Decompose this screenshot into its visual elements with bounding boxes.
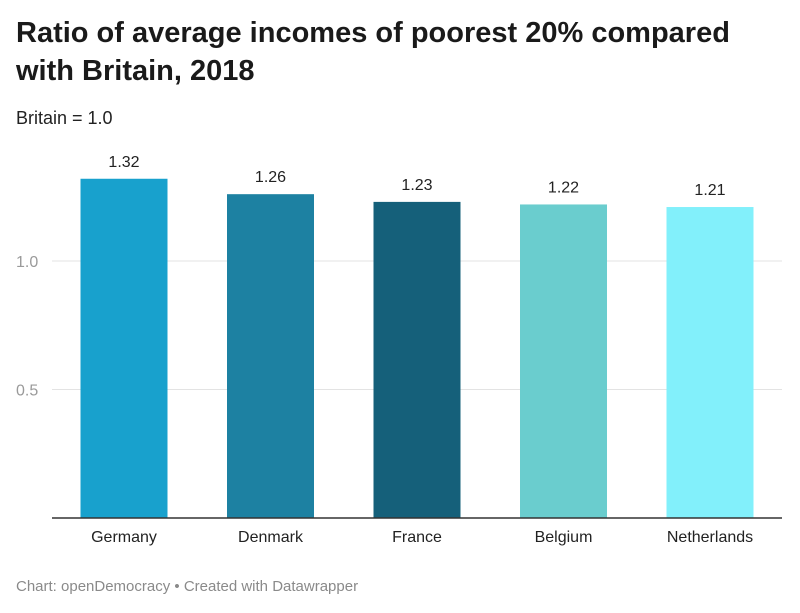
- bar: [666, 207, 754, 518]
- chart-credit: Chart: openDemocracy • Created with Data…: [16, 578, 359, 595]
- y-tick-label: 1.0: [16, 254, 38, 271]
- bar: [520, 204, 607, 518]
- bar: [373, 201, 461, 518]
- data-label: 1.32: [108, 154, 139, 171]
- chart-title: Ratio of average incomes of poorest 20% …: [16, 17, 730, 87]
- x-tick-label: France: [392, 529, 442, 546]
- bar: [227, 194, 314, 518]
- x-tick-label: Belgium: [535, 529, 593, 546]
- y-tick-label: 0.5: [16, 383, 38, 400]
- chart-subtitle: Britain = 1.0: [16, 108, 113, 128]
- data-label: 1.21: [694, 182, 725, 199]
- data-label: 1.23: [401, 177, 432, 194]
- x-tick-label: Germany: [91, 529, 157, 546]
- bar: [80, 178, 168, 518]
- x-tick-label: Netherlands: [667, 529, 753, 546]
- data-label: 1.26: [255, 169, 286, 186]
- x-tick-label: Denmark: [238, 529, 304, 546]
- data-label: 1.22: [548, 179, 579, 196]
